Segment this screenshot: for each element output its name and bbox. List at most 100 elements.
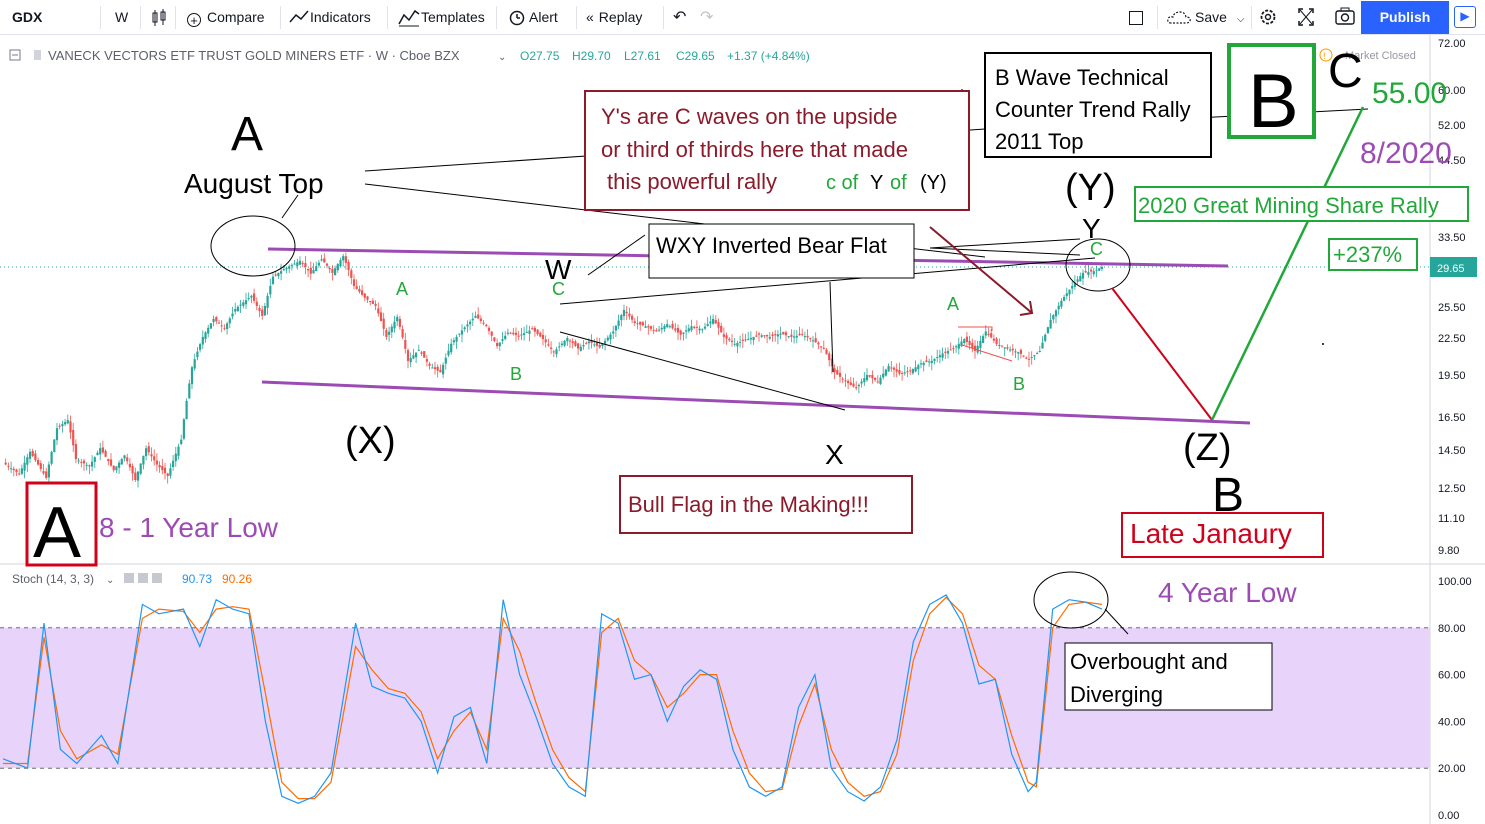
candle-body [398,318,401,327]
candle-body [566,338,569,342]
candle-body [828,353,831,361]
collapse-legend-icon[interactable] [9,49,21,61]
compare-button[interactable]: + Compare [187,0,265,35]
candle-body [882,373,885,378]
redo-button[interactable]: ↷ [700,0,713,35]
candle-body [798,333,801,336]
templates-button[interactable]: Templates [397,0,485,35]
candle-body [393,321,396,329]
snapshot-button[interactable] [1334,0,1356,35]
a-bottom-text: A [33,493,81,573]
wave-c1: C [552,279,565,299]
symbol-search-button[interactable]: GDX [12,9,43,25]
stoch-chevron-icon[interactable]: ⌄ [106,575,114,586]
legend-chevron-icon[interactable]: ⌄ [498,52,506,63]
price-tick-label: 33.50 [1438,232,1466,244]
candle-body [790,334,793,337]
candle-body [37,460,40,465]
candle-body [631,315,634,320]
candle-body [533,327,536,332]
four-year-low: 4 Year Low [1158,577,1297,608]
stoch-k-value: 90.73 [182,572,212,586]
bwave-line2: Counter Trend Rally [995,97,1191,122]
candle-body [212,318,215,323]
candle-body [550,347,553,349]
candle-body [836,369,839,375]
candle-body [833,368,836,373]
candle-body [703,326,707,329]
candle-body [1065,293,1068,297]
fullscreen-button[interactable] [1296,0,1318,35]
candle-body [431,367,434,369]
rally-box [1134,186,1469,222]
play-icon[interactable]: ▶ [1454,6,1476,28]
candle-body [142,455,145,465]
publish-button[interactable]: Publish [1361,1,1449,34]
candle-body [925,360,928,363]
overbought-line2: Diverging [1070,682,1163,707]
target-price: 55.00 [1372,77,1447,110]
candle-body [633,321,636,323]
candle-body [730,340,734,343]
candle-body [455,336,458,342]
candle-body [849,382,852,385]
chart-canvas[interactable]: 72.0060.0052.0044.5039.5033.5025.5022.50… [0,35,1485,824]
legend-close: C29.65 [676,49,715,63]
candle-body [293,263,296,265]
candle-body [82,460,86,464]
candle-body [69,421,72,433]
layout-button[interactable] [1129,0,1143,35]
candle-body [255,301,258,306]
candle-body [682,332,685,334]
interval-button[interactable]: W [115,9,129,25]
candle-body [261,309,264,316]
visibility-icon[interactable] [124,573,134,583]
target-date: 8/2020 [1360,137,1452,170]
candle-body [666,324,669,328]
candle-body [64,422,67,425]
wave-a2: A [947,294,959,314]
chevron-down-icon: ⌵ [1236,14,1245,25]
candle-body [390,326,393,333]
candle-body [301,262,304,264]
stoch-name: Stoch (14, 3, 3) [12,572,94,586]
settings-small-icon[interactable] [138,573,148,583]
indicators-button[interactable]: Indicators [288,0,371,35]
replay-button[interactable]: «Replay [586,0,642,35]
candle-body [236,306,239,311]
close-small-icon[interactable] [152,573,162,583]
label-y: Y [1082,213,1101,244]
candle-body [830,358,833,367]
stoch-legend: Stoch (14, 3, 3) ⌄ 90.73 90.26 [12,572,252,586]
undo-button[interactable]: ↶ [673,0,686,35]
candle-body [644,326,647,328]
candle-body [444,357,447,364]
candle-body [334,268,337,275]
last-price-label: 29.65 [1437,263,1465,275]
candle-body [590,340,593,343]
candle-body [331,269,334,273]
save-button[interactable]: Save ⌵ [1165,0,1245,35]
candle-body [458,333,461,335]
candle-body [145,448,148,457]
candle-body [163,467,167,474]
candle-body [1100,267,1103,269]
candle-body [196,351,199,358]
candle-body [263,306,266,316]
candle-body [855,387,858,389]
candle-body [1014,351,1017,353]
chart-type-button[interactable] [150,0,168,35]
candle-body [741,339,744,341]
stoch-k-line [2,594,1103,804]
candle-body [315,266,318,271]
candle-body [857,384,860,387]
a-bottom-box [25,481,98,567]
settings-button[interactable] [1258,0,1280,35]
toolbar-divider [576,6,577,29]
candle-body [779,333,782,335]
candle-body [244,300,248,305]
candle-body [733,343,736,345]
alert-button[interactable]: Alert [507,0,558,35]
candle-body [153,456,156,461]
pct-box [1328,238,1418,271]
